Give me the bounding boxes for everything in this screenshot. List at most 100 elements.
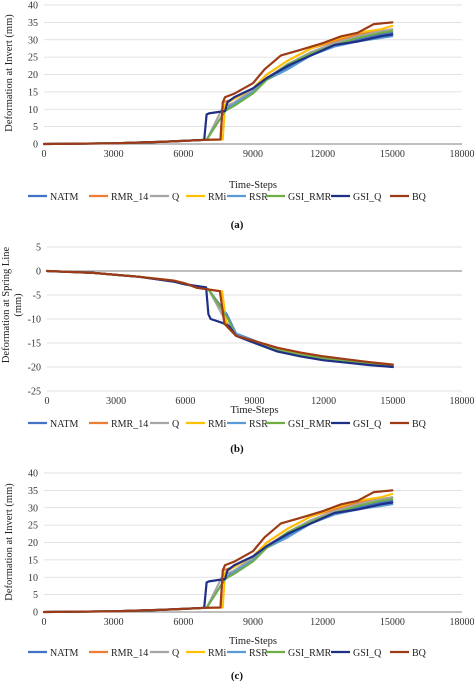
legend: NATM RMR_14 Q RMi RSR GSI_RMR GSI_Q BQ bbox=[28, 419, 427, 430]
legend-label: GSI_Q bbox=[353, 419, 382, 430]
y-tick-label: 20 bbox=[28, 538, 38, 549]
legend-item-rsr: RSR bbox=[227, 648, 268, 659]
x-axis-label: Time-Steps bbox=[229, 636, 277, 647]
y-tick-label: 0 bbox=[33, 140, 38, 151]
y-axis-label-line-2: (mm) bbox=[13, 293, 24, 317]
series-line-natm bbox=[46, 270, 394, 367]
legend-item-q: Q bbox=[150, 648, 180, 659]
y-tick-label: -5 bbox=[33, 291, 41, 302]
legend-item-gsi-rmr: GSI_RMR bbox=[266, 192, 332, 203]
legend-label: NATM bbox=[50, 192, 78, 203]
panel-caption: (a) bbox=[231, 219, 244, 231]
series-line-gsi-rmr bbox=[46, 270, 394, 367]
legend-item-natm: NATM bbox=[28, 192, 78, 203]
x-tick-label: 9000 bbox=[243, 617, 263, 628]
x-tick-label: 15000 bbox=[380, 149, 405, 160]
y-axis-label-line-1: Deformation at Spring Line bbox=[1, 246, 12, 363]
y-tick-label: 5 bbox=[36, 243, 41, 254]
y-tick-label: -20 bbox=[28, 363, 41, 374]
legend-item-q: Q bbox=[150, 192, 180, 203]
legend-label: RMR_14 bbox=[111, 648, 148, 659]
x-tick-label: 0 bbox=[42, 149, 47, 160]
legend-item-natm: NATM bbox=[28, 419, 78, 430]
x-tick-label: 12000 bbox=[310, 617, 335, 628]
panel-caption: (b) bbox=[230, 443, 244, 455]
legend-item-rmi: RMi bbox=[186, 648, 227, 659]
y-axis-label: Deformation at Invert (mm) bbox=[4, 14, 15, 132]
y-tick-label: 10 bbox=[28, 105, 38, 116]
legend-label: RSR bbox=[249, 648, 268, 659]
series-line-rsr bbox=[43, 503, 394, 613]
x-tick-label: 6000 bbox=[173, 149, 193, 160]
legend-label: RSR bbox=[249, 192, 268, 203]
legend-item-rmi: RMi bbox=[186, 419, 227, 430]
legend: NATM RMR_14 Q RMi RSR GSI_RMR GSI_Q BQ bbox=[28, 648, 427, 659]
legend-item-gsi-rmr: GSI_RMR bbox=[266, 419, 332, 430]
y-tick-label: 35 bbox=[28, 486, 38, 497]
legend-item-bq: BQ bbox=[390, 419, 427, 430]
y-tick-label: 30 bbox=[28, 35, 38, 46]
x-tick-label: 3000 bbox=[104, 617, 124, 628]
y-tick-label: 30 bbox=[28, 503, 38, 514]
series-line-natm bbox=[43, 499, 394, 613]
x-tick-label: 15000 bbox=[380, 617, 405, 628]
series-line-bq bbox=[45, 269, 394, 366]
legend-label: RSR bbox=[249, 419, 268, 430]
legend-item-gsi-q: GSI_Q bbox=[331, 648, 382, 659]
x-tick-label: 18000 bbox=[450, 617, 474, 628]
legend-label: RMi bbox=[208, 648, 227, 659]
legend-label: Q bbox=[172, 192, 180, 203]
series-line-gsi-q bbox=[42, 501, 394, 614]
legend-item-rmr-14: RMR_14 bbox=[89, 419, 148, 430]
series-line-bq bbox=[42, 21, 394, 146]
series-line-gsi-rmr bbox=[43, 498, 394, 613]
y-tick-label: 25 bbox=[28, 521, 38, 532]
legend-label: BQ bbox=[412, 648, 427, 659]
legend-item-bq: BQ bbox=[390, 192, 427, 203]
legend-item-gsi-q: GSI_Q bbox=[331, 419, 382, 430]
legend-item-rmr-14: RMR_14 bbox=[89, 192, 148, 203]
x-tick-label: 15000 bbox=[380, 396, 405, 407]
x-tick-label: 0 bbox=[42, 617, 47, 628]
legend-label: RMR_14 bbox=[111, 419, 148, 430]
y-tick-label: 40 bbox=[28, 1, 38, 12]
chart-panel-2: -25 -20 -15 -10 -5 0 5 0 3000 6000 9000 12000 15000 1… bbox=[1, 243, 474, 456]
y-tick-label: 5 bbox=[33, 590, 38, 601]
y-tick-label: 25 bbox=[28, 53, 38, 64]
y-tick-label: -10 bbox=[28, 315, 41, 326]
series-line-rsr bbox=[43, 35, 394, 145]
y-tick-label: 10 bbox=[28, 573, 38, 584]
legend-label: BQ bbox=[412, 419, 427, 430]
panel-caption: (c) bbox=[231, 670, 244, 682]
legend-label: NATM bbox=[50, 419, 78, 430]
legend-item-rsr: RSR bbox=[227, 419, 268, 430]
legend-item-rmi: RMi bbox=[186, 192, 227, 203]
x-tick-label: 3000 bbox=[106, 396, 126, 407]
legend-item-gsi-q: GSI_Q bbox=[331, 192, 382, 203]
x-tick-label: 12000 bbox=[310, 149, 335, 160]
y-tick-label: 5 bbox=[33, 122, 38, 133]
x-axis-label: Time-Steps bbox=[229, 180, 277, 191]
legend-label: GSI_Q bbox=[353, 648, 382, 659]
legend-label: RMi bbox=[208, 419, 227, 430]
series-line-gsi-rmr bbox=[43, 30, 394, 145]
y-axis-label: Deformation at Invert (mm) bbox=[4, 483, 15, 601]
chart-panel-1: 0 5 10 15 20 25 30 35 40 0 3000 6000 9000 12000 15000 1… bbox=[4, 1, 474, 232]
legend: NATM RMR_14 Q RMi RSR GSI_RMR GSI_Q BQ bbox=[28, 192, 427, 203]
x-tick-label: 9000 bbox=[243, 149, 263, 160]
legend-label: RMi bbox=[208, 192, 227, 203]
series-line-bq bbox=[42, 489, 394, 614]
legend-label: RMR_14 bbox=[111, 192, 148, 203]
y-tick-label: -25 bbox=[28, 387, 41, 398]
y-axis-label: Deformation at Spring Line(mm) bbox=[1, 246, 24, 363]
x-tick-label: 0 bbox=[45, 396, 50, 407]
series-line-natm bbox=[43, 31, 394, 145]
series-line-rmi bbox=[46, 270, 394, 366]
legend-item-bq: BQ bbox=[390, 648, 427, 659]
y-tick-label: -15 bbox=[28, 339, 41, 350]
y-tick-label: 0 bbox=[36, 267, 41, 278]
legend-label: GSI_Q bbox=[353, 192, 382, 203]
x-tick-label: 6000 bbox=[175, 396, 195, 407]
y-tick-label: 15 bbox=[28, 87, 38, 98]
